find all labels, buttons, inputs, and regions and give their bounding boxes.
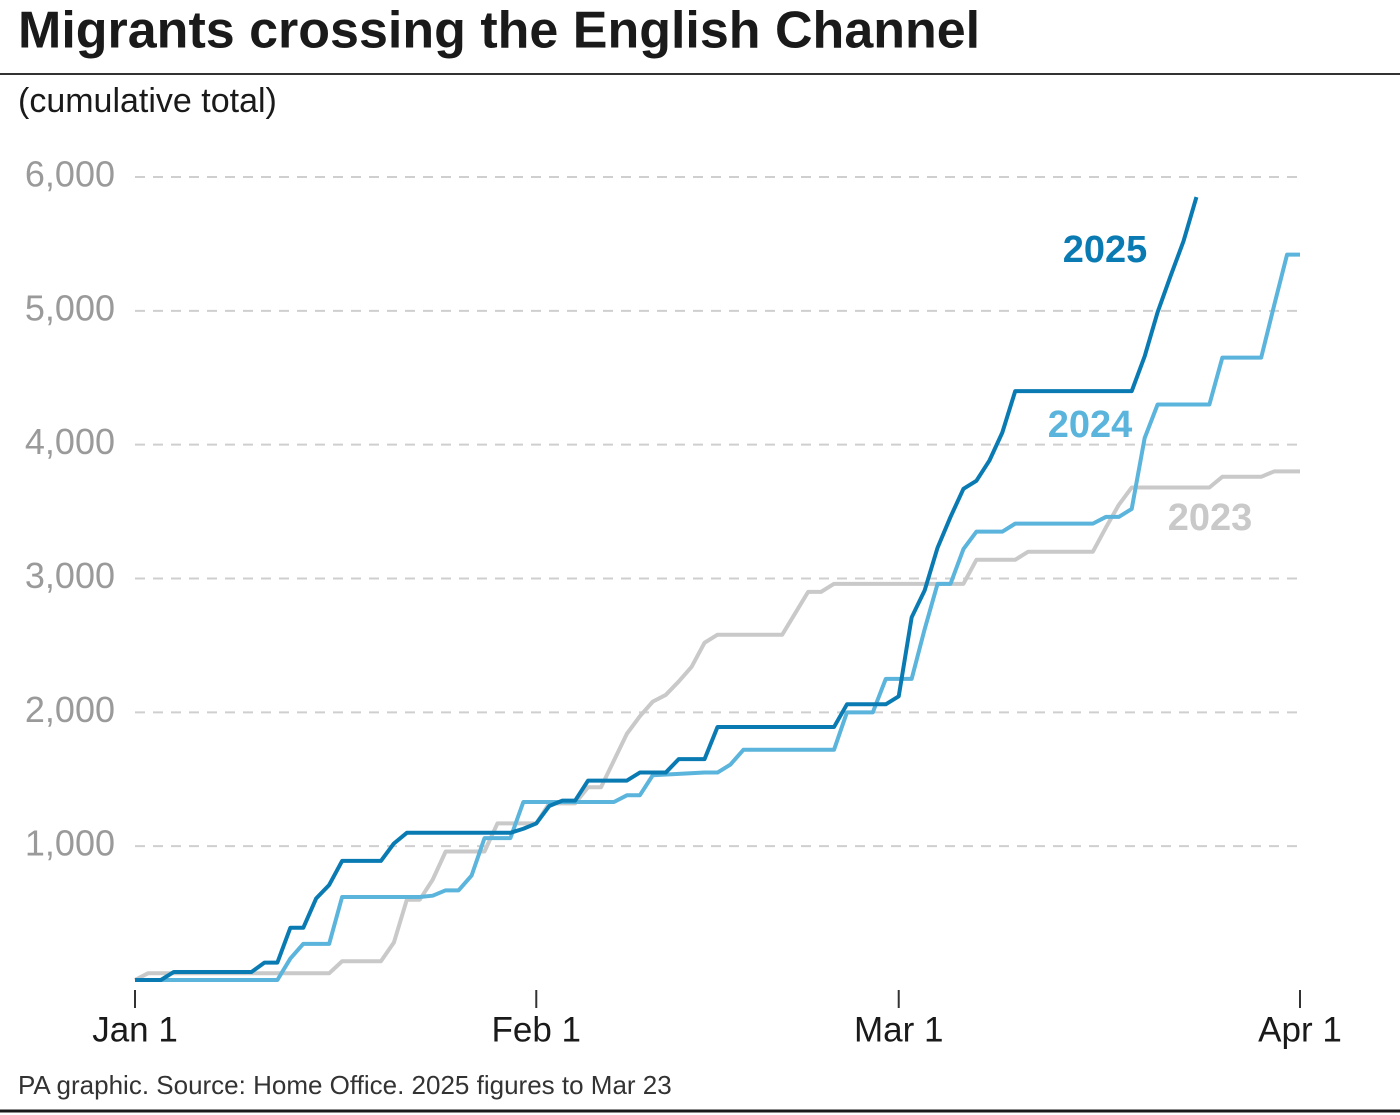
series-line <box>135 196 1199 982</box>
source-note: PA graphic. Source: Home Office. 2025 fi… <box>18 1070 672 1100</box>
y-tick-label: 5,000 <box>25 287 115 328</box>
x-tick-label: Jan 1 <box>92 1010 178 1049</box>
chart-subtitle: (cumulative total) <box>18 82 277 120</box>
series-line <box>135 252 1300 982</box>
y-tick-label: 6,000 <box>25 154 115 195</box>
x-tick-label: Apr 1 <box>1258 1010 1342 1049</box>
y-tick-label: 3,000 <box>25 555 115 596</box>
chart-title: Migrants crossing the English Channel <box>18 2 980 60</box>
x-tick-label: Feb 1 <box>492 1010 582 1049</box>
series-label: 2025 <box>1063 229 1148 271</box>
y-tick-label: 1,000 <box>25 823 115 864</box>
x-tick-label: Mar 1 <box>854 1010 943 1049</box>
series-label: 2024 <box>1048 404 1133 446</box>
series-label: 2023 <box>1168 497 1253 539</box>
y-tick-label: 4,000 <box>25 421 115 462</box>
y-tick-label: 2,000 <box>25 689 115 730</box>
